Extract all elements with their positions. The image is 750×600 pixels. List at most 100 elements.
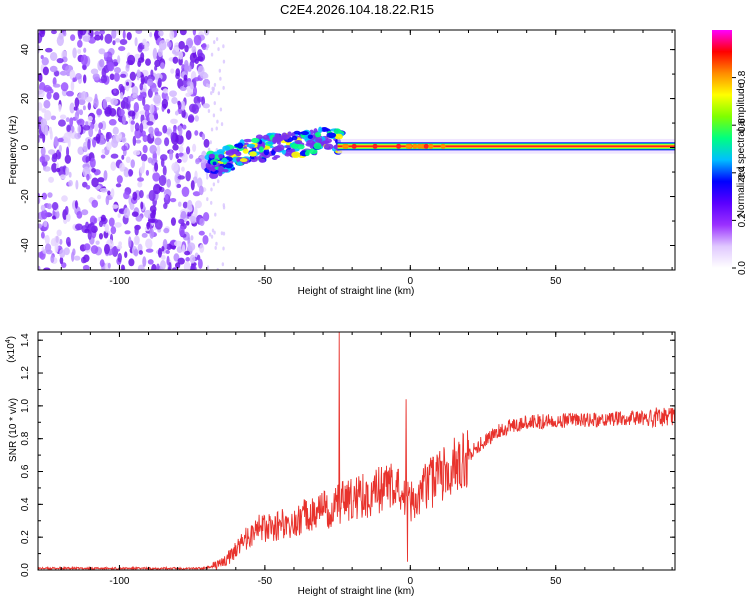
- heatmap-noise-cell: [98, 220, 104, 228]
- heatmap-noise-cell: [38, 44, 41, 54]
- heatmap-noise-cell: [154, 127, 160, 136]
- heatmap-noise-cell: [42, 166, 51, 172]
- heatmap-noise-cell: [87, 102, 92, 111]
- heatmap-signal-cell: [307, 134, 313, 139]
- heatmap-noise-cell: [162, 165, 167, 176]
- heatmap-noise-cell: [38, 265, 41, 270]
- heatmap-noise-cell: [100, 214, 106, 222]
- heatmap-signal-cell: [318, 126, 323, 134]
- heatmap-noise-cell: [53, 235, 60, 246]
- heatmap-noise-cell: [117, 213, 121, 218]
- snr-y-tick-label: 0.0: [20, 563, 31, 577]
- heatmap-noise-cell: [197, 49, 203, 58]
- heatmap-noise-cell: [180, 100, 186, 111]
- heatmap-noise-cell: [56, 58, 64, 64]
- heatmap-noise-cell: [222, 85, 225, 90]
- heatmap-y-tick-label: -40: [20, 238, 31, 253]
- heatmap-signal-cell: [222, 145, 231, 151]
- heatmap-noise-cell: [56, 229, 62, 237]
- heatmap-noise-cell: [139, 122, 144, 133]
- heatmap-noise-cell: [66, 146, 70, 157]
- heatmap-carrier-blob: [416, 143, 422, 149]
- heatmap-noise-cell: [58, 119, 66, 127]
- heatmap-noise-cell: [192, 30, 197, 36]
- heatmap-noise-cell: [74, 200, 78, 209]
- heatmap-noise-cell: [115, 183, 122, 188]
- heatmap-noise-cell: [215, 126, 218, 131]
- heatmap-noise-cell: [111, 204, 119, 209]
- heatmap-noise-cell: [121, 136, 127, 143]
- heatmap-noise-cell: [107, 61, 115, 72]
- heatmap-noise-cell: [43, 220, 48, 228]
- heatmap-noise-cell: [181, 108, 186, 118]
- heatmap-noise-cell: [137, 181, 143, 188]
- heatmap-noise-cell: [215, 37, 219, 42]
- heatmap-noise-cell: [70, 80, 75, 92]
- heatmap-noise-cell: [138, 190, 144, 199]
- heatmap-noise-cell: [154, 65, 158, 71]
- heatmap-noise-cell: [96, 108, 103, 116]
- colorbar-tick-label: 0.6: [737, 118, 748, 132]
- heatmap-noise-cell: [162, 88, 169, 94]
- heatmap-noise-cell: [75, 179, 79, 190]
- heatmap-noise-cell: [88, 127, 94, 138]
- heatmap-noise-cell: [72, 77, 76, 83]
- heatmap-y-tick-label: 0: [20, 144, 31, 150]
- heatmap-noise-cell: [145, 238, 153, 249]
- heatmap-noise-cell: [108, 217, 115, 227]
- heatmap-noise-cell: [136, 69, 141, 78]
- heatmap-noise-cell: [211, 86, 214, 91]
- heatmap-noise-cell: [113, 88, 117, 94]
- heatmap-signal-cell: [285, 149, 291, 155]
- heatmap-carrier-blob: [428, 143, 434, 149]
- heatmap-noise-cell: [87, 115, 93, 122]
- heatmap-noise-cell: [172, 144, 179, 151]
- heatmap-noise-cell: [191, 46, 197, 53]
- heatmap-noise-cell: [123, 191, 130, 200]
- heatmap-noise-cell: [84, 228, 90, 234]
- heatmap-signal-cell: [273, 155, 281, 159]
- heatmap-noise-cell: [170, 68, 175, 74]
- heatmap-noise-cell: [87, 231, 92, 240]
- heatmap-noise-cell: [69, 117, 74, 127]
- heatmap-noise-cell: [149, 104, 155, 114]
- heatmap-x-tick-label: 50: [550, 276, 562, 287]
- heatmap-noise-cell: [125, 156, 131, 164]
- heatmap-noise-cell: [80, 54, 88, 66]
- heatmap-noise-cell: [91, 177, 99, 188]
- heatmap-noise-cell: [169, 198, 177, 203]
- heatmap-signal-cell: [258, 158, 266, 163]
- heatmap-noise-cell: [141, 232, 148, 238]
- snr-y-tick-label: 0.6: [20, 464, 31, 478]
- heatmap-signal-cell: [320, 126, 329, 133]
- heatmap-noise-cell: [217, 91, 221, 96]
- heatmap-noise-cell: [59, 238, 63, 245]
- heatmap-noise-cell: [41, 192, 48, 200]
- heatmap-noise-cell: [147, 218, 156, 223]
- heatmap-noise-cell: [131, 211, 139, 217]
- heatmap-noise-cell: [135, 30, 143, 34]
- heatmap-signal-cell: [212, 161, 217, 166]
- heatmap-y-tick-label: -20: [20, 189, 31, 204]
- heatmap-noise-cell: [208, 232, 212, 237]
- heatmap-noise-cell: [156, 145, 161, 156]
- heatmap-noise-cell: [178, 40, 185, 50]
- heatmap-noise-cell: [44, 234, 50, 245]
- heatmap-noise-cell: [99, 59, 105, 68]
- snr-x-tick-label: 0: [408, 576, 414, 587]
- heatmap-noise-cell: [77, 92, 85, 100]
- heatmap-noise-cell: [182, 201, 188, 209]
- heatmap-noise-cell: [178, 51, 184, 60]
- heatmap-noise-cell: [118, 132, 123, 139]
- heatmap-noise-cell: [137, 243, 143, 253]
- heatmap-noise-cell: [178, 152, 184, 157]
- heatmap-noise-cell: [106, 141, 112, 151]
- snr-scale-label: (x104): [5, 336, 17, 363]
- heatmap-signal-cell: [253, 156, 262, 160]
- heatmap-noise-cell: [207, 108, 211, 113]
- svg-text:(x104): (x104): [5, 336, 17, 363]
- heatmap-noise-cell: [187, 114, 195, 123]
- heatmap-noise-cell: [215, 241, 218, 246]
- heatmap-y-label: Frequency (Hz): [8, 116, 19, 185]
- heatmap-noise-cell: [151, 87, 159, 93]
